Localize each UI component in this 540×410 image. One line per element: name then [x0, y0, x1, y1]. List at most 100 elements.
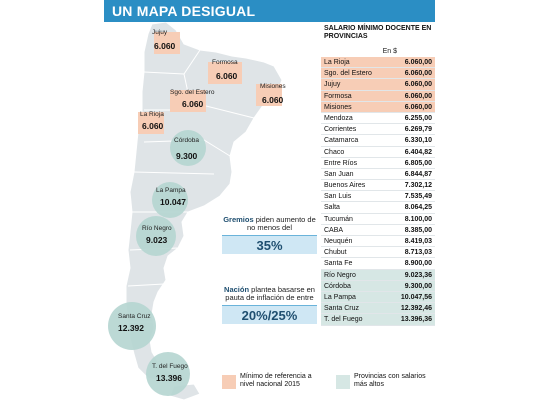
table-row: Río Negro 9.023,36 [321, 269, 435, 281]
salary-value: 6.330,10 [404, 137, 432, 145]
province-name: Chubut [324, 249, 347, 257]
province-name: Río Negro [324, 271, 356, 279]
table-row: Tucumán 8.100,00 [321, 214, 435, 225]
province-name: Buenos Aires [324, 182, 366, 190]
misiones-area [256, 84, 282, 106]
gremios-desc: piden aumento de no menos del [246, 215, 316, 232]
table-row: Santa Fe 8.900,00 [321, 258, 435, 270]
salary-value: 6.404,82 [404, 148, 432, 156]
province-label: La Pampa [156, 187, 186, 194]
legend-min-text: Mínimo de referencia a nivel nacional 20… [240, 373, 312, 388]
province-value: 10.047 [160, 197, 186, 207]
province-name: Neuquén [324, 238, 353, 245]
table-row: La Rioja 6.060,00 [321, 57, 435, 69]
table-row: T. del Fuego 13.396,36 [321, 314, 435, 326]
cordoba-circle [170, 130, 206, 166]
province-name: San Juan [324, 170, 354, 178]
table-title: SALARIO MÍNIMO DOCENTE EN PROVINCIAS [324, 25, 432, 41]
province-label: Jujuy [152, 29, 168, 36]
province-name: San Luis [324, 193, 352, 201]
province-value: 12.392 [118, 323, 144, 333]
page-title: UN MAPA DESIGUAL [112, 3, 256, 19]
province-name: Corrientes [324, 126, 357, 134]
legend-max: Provincias con salarios más altos [336, 370, 436, 396]
province-name: Entre Ríos [324, 159, 358, 167]
province-name: Chaco [324, 148, 345, 156]
table-row: La Pampa 10.047,56 [321, 291, 435, 304]
argentina-outline [125, 21, 283, 383]
table-row: Santa Cruz 12.392,46 [321, 303, 435, 315]
table-row: Entre Ríos 6.805,00 [321, 158, 435, 169]
gremios-value: 35% [222, 234, 317, 254]
table-row: Sgo. del Estero 6.060,00 [321, 68, 435, 80]
gremios-text: Gremios piden aumento de no menos del [222, 216, 317, 232]
province-name: Córdoba [324, 282, 351, 290]
map-shape [108, 21, 283, 401]
table-row: San Juan 6.844,87 [321, 169, 435, 181]
province-name: Tucumán [324, 215, 353, 223]
table-row: Jujuy 6.060,00 [321, 79, 435, 91]
province-name: Salta [324, 204, 340, 212]
salary-value: 9.300,00 [404, 282, 432, 290]
nacion-callout: Nación plantea basarse en pauta de infla… [222, 286, 317, 324]
province-label: Misiones [260, 83, 286, 90]
salary-value: 6.060,00 [404, 70, 432, 78]
province-label: Santa Cruz [118, 313, 151, 320]
tierra-del-fuego-circle [146, 352, 190, 396]
legend-min: Mínimo de referencia a nivel nacional 20… [222, 370, 320, 396]
table-rows: La Rioja 6.060,00 Sgo. del Estero 6.060,00 J… [321, 57, 435, 326]
table-row: Corrientes 6.269,79 [321, 124, 435, 136]
province-name: La Pampa [324, 293, 356, 301]
province-name: Sgo. del Estero [324, 70, 372, 78]
province-value: 9.023 [146, 235, 168, 245]
province-label: Río Negro [142, 225, 172, 232]
province-label: Formosa [212, 59, 238, 66]
province-label: Córdoba [174, 137, 199, 144]
salary-value: 12.392,46 [400, 305, 432, 313]
table-row: Misiones 6.060,00 [321, 101, 435, 113]
table-row: Córdoba 9.300,00 [321, 280, 435, 292]
province-name: CABA [324, 226, 344, 234]
province-value: 6.060 [154, 41, 176, 51]
salary-value: 6.060,00 [404, 103, 432, 111]
table-row: Buenos Aires 7.302,12 [321, 180, 435, 192]
formosa-area [208, 62, 242, 84]
province-value: 9.300 [176, 151, 198, 161]
salary-value: 6.844,87 [404, 170, 432, 178]
province-name: Catamarca [324, 137, 359, 145]
province-name: La Rioja [324, 59, 350, 66]
salary-value: 6.269,79 [404, 126, 432, 134]
salary-value: 8.100,00 [404, 215, 432, 223]
province-name: Formosa [324, 92, 352, 100]
salary-value: 8.385,00 [404, 226, 432, 234]
province-name: Mendoza [324, 114, 353, 122]
salary-value: 6.060,00 [404, 81, 432, 89]
province-value: 6.060 [142, 121, 164, 131]
salary-value: 13.396,36 [400, 316, 432, 324]
nacion-text: Nación plantea basarse en pauta de infla… [222, 286, 317, 302]
province-label: T. del Fuego [152, 363, 188, 370]
province-name: Santa Cruz [324, 305, 360, 313]
salary-value: 9.023,36 [404, 271, 432, 279]
province-name: Santa Fe [324, 260, 353, 268]
salary-value: 6.060,00 [404, 59, 432, 66]
table-row: Catamarca 6.330,10 [321, 135, 435, 147]
title-bar: UN MAPA DESIGUAL [104, 0, 435, 22]
table-row: San Luis 7.535,49 [321, 191, 435, 203]
argentina-map: Jujuy 6.060 Formosa 6.060 Sgo. del Ester… [104, 21, 319, 405]
sgo-del-estero-area [170, 90, 206, 112]
salary-value: 8.713,03 [404, 249, 432, 257]
table-row: Chubut 8.713,03 [321, 247, 435, 259]
santa-cruz-circle [108, 302, 156, 350]
legend-max-text: Provincias con salarios más altos [354, 373, 426, 388]
rio-negro-circle [136, 216, 176, 256]
nacion-value: 20%/25% [222, 304, 317, 324]
gremios-callout: Gremios piden aumento de no menos del 35… [222, 216, 317, 254]
province-name: Misiones [324, 103, 352, 111]
table-row: Salta 8.064,25 [321, 202, 435, 214]
legend-max-swatch [336, 375, 350, 389]
nacion-desc: plantea basarse en pauta de inflación de… [225, 285, 315, 302]
salary-value: 7.535,49 [404, 193, 432, 201]
province-value: 13.396 [156, 373, 182, 383]
